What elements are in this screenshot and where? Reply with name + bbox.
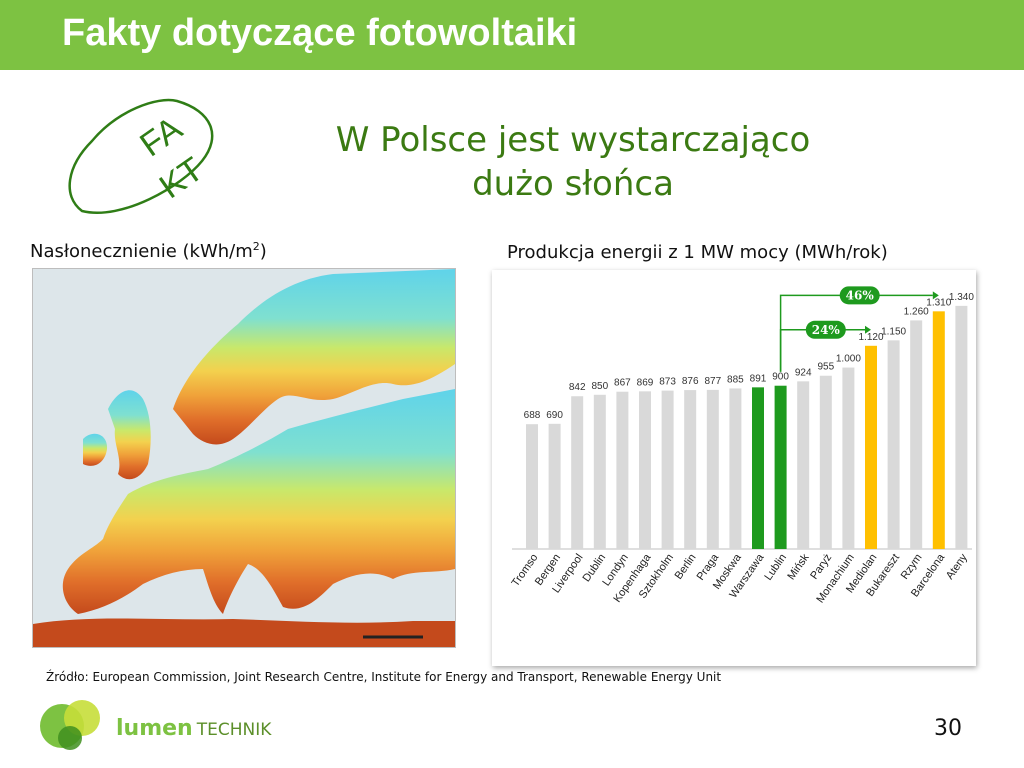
map-caption-prefix: Nasłonecznienie (kWh/m [30,241,253,262]
value-label-10: 891 [750,373,767,384]
source-note: Źródło: European Commission, Joint Resea… [46,670,722,684]
bar-3 [593,394,606,549]
map-uk [108,390,151,480]
annotation-badge-0 [839,286,880,305]
bar-10 [752,387,764,549]
bar-19 [955,305,968,549]
map-ireland [83,433,108,466]
annotation-1: 24% [779,320,871,372]
value-label-0: 688 [524,410,541,421]
value-label-14: 1.000 [836,354,861,365]
value-label-17: 1.260 [904,306,929,317]
map-scandinavia [173,269,455,445]
value-label-11: 900 [772,372,789,383]
bar-7 [684,390,697,549]
bar-6 [661,390,674,549]
value-label-19: 1.340 [949,292,974,303]
tick-label-12: Mińsk [785,551,812,582]
value-label-16: 1.150 [881,326,906,337]
chart-panel: 688 Tromso 690 Bergen 842 Liverpool 850 Dublin 8… [492,270,976,666]
tick-label-11: Lublin [762,552,789,583]
bar-15 [865,345,877,549]
map-caption: Nasłonecznienie (kWh/m2) [30,240,267,262]
annotation-badge-1 [805,320,846,339]
annotation-label-1: 24% [812,323,841,337]
value-label-12: 924 [795,367,812,378]
value-label-6: 873 [659,377,676,388]
solar-irradiation-map [32,268,456,648]
value-label-8: 877 [704,376,721,387]
bar-14 [842,367,855,549]
tick-label-19: Ateny [944,551,970,581]
bar-2 [571,396,584,549]
map-caption-suffix: ) [259,241,267,262]
slide-title: Fakty dotyczące fotowoltaiki [62,12,578,54]
map-africa [33,618,455,647]
bar-18 [932,311,945,549]
bar-5 [639,391,651,549]
value-label-7: 876 [682,376,699,387]
chart-title: Produkcja energii z 1 MW mocy (MWh/rok) [507,242,888,263]
value-label-5: 869 [637,377,654,388]
value-label-1: 690 [546,410,563,421]
logo-lumen: lumen [116,716,193,741]
value-label-15: 1.120 [858,332,883,343]
subtitle-line-1: W Polsce jest wystarczająco [335,120,811,160]
bar-0 [526,424,538,549]
subtitle-line-2: dużo słońca [472,164,674,204]
value-label-13: 955 [817,362,834,373]
annotation-arrow-1 [865,325,871,334]
value-label-3: 850 [591,381,608,392]
logo-technik: TECHNIK [196,720,272,740]
annotation-arrow-0 [932,291,939,300]
value-label-9: 885 [727,374,744,385]
value-label-18: 1.310 [926,297,951,308]
bar-16 [887,340,900,549]
logo-text: lumen TECHNIK [116,716,271,741]
bar-4 [616,391,629,549]
energy-production-chart: 688Tromso690Bergen842Liverpool850Dublin8… [509,286,974,605]
page-number: 30 [934,716,962,741]
value-label-2: 842 [569,382,586,393]
bar-11 [774,385,787,549]
bar-9 [729,388,742,549]
bar-8 [706,389,719,549]
title-bar: Fakty dotyczące fotowoltaiki [0,0,1024,70]
bar-13 [819,375,832,549]
value-label-4: 867 [614,378,631,389]
bar-1 [548,423,561,549]
map-mainland [62,389,455,614]
bar-17 [910,320,923,549]
slide-subtitle: W Polsce jest wystarczająco dużo słońca [288,118,858,206]
bar-12 [797,381,810,549]
tick-label-7: Berlin [673,552,699,582]
lumen-logo-icon [40,700,100,750]
annotation-label-0: 46% [846,288,875,302]
fakt-stamp: FA KT [68,98,214,214]
map-caption-sup: 2 [252,240,260,253]
